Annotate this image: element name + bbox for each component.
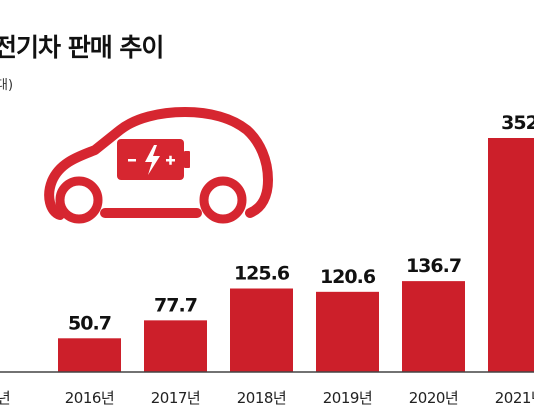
bar-6 [488, 138, 534, 372]
battery-icon [117, 139, 190, 180]
bar-5 [402, 281, 465, 372]
bar-2 [144, 320, 207, 372]
unit-label: 대) [0, 78, 14, 93]
x-tick-label-6: 2021년 [495, 389, 534, 407]
electric-car-icon [44, 107, 273, 224]
x-tick-label-3: 2018년 [237, 389, 286, 407]
value-label-4: 120.6 [320, 266, 376, 288]
x-tick-label-0: 년 [0, 389, 10, 407]
chart-title: 전기차 판매 추이 [0, 33, 164, 62]
bar-4 [316, 291, 379, 372]
x-tick-label-1: 2016년 [65, 389, 114, 407]
value-label-1: 50.7 [68, 312, 111, 334]
value-label-2: 77.7 [154, 294, 197, 316]
x-tick-label-2: 2017년 [151, 389, 200, 407]
value-label-6: 352 [501, 112, 534, 134]
bar-1 [58, 338, 121, 372]
x-tick-label-4: 2019년 [323, 389, 372, 407]
value-label-5: 136.7 [406, 255, 461, 277]
bar-3 [230, 288, 293, 372]
x-tick-label-5: 2020년 [409, 389, 458, 407]
value-label-3: 125.6 [234, 263, 290, 285]
